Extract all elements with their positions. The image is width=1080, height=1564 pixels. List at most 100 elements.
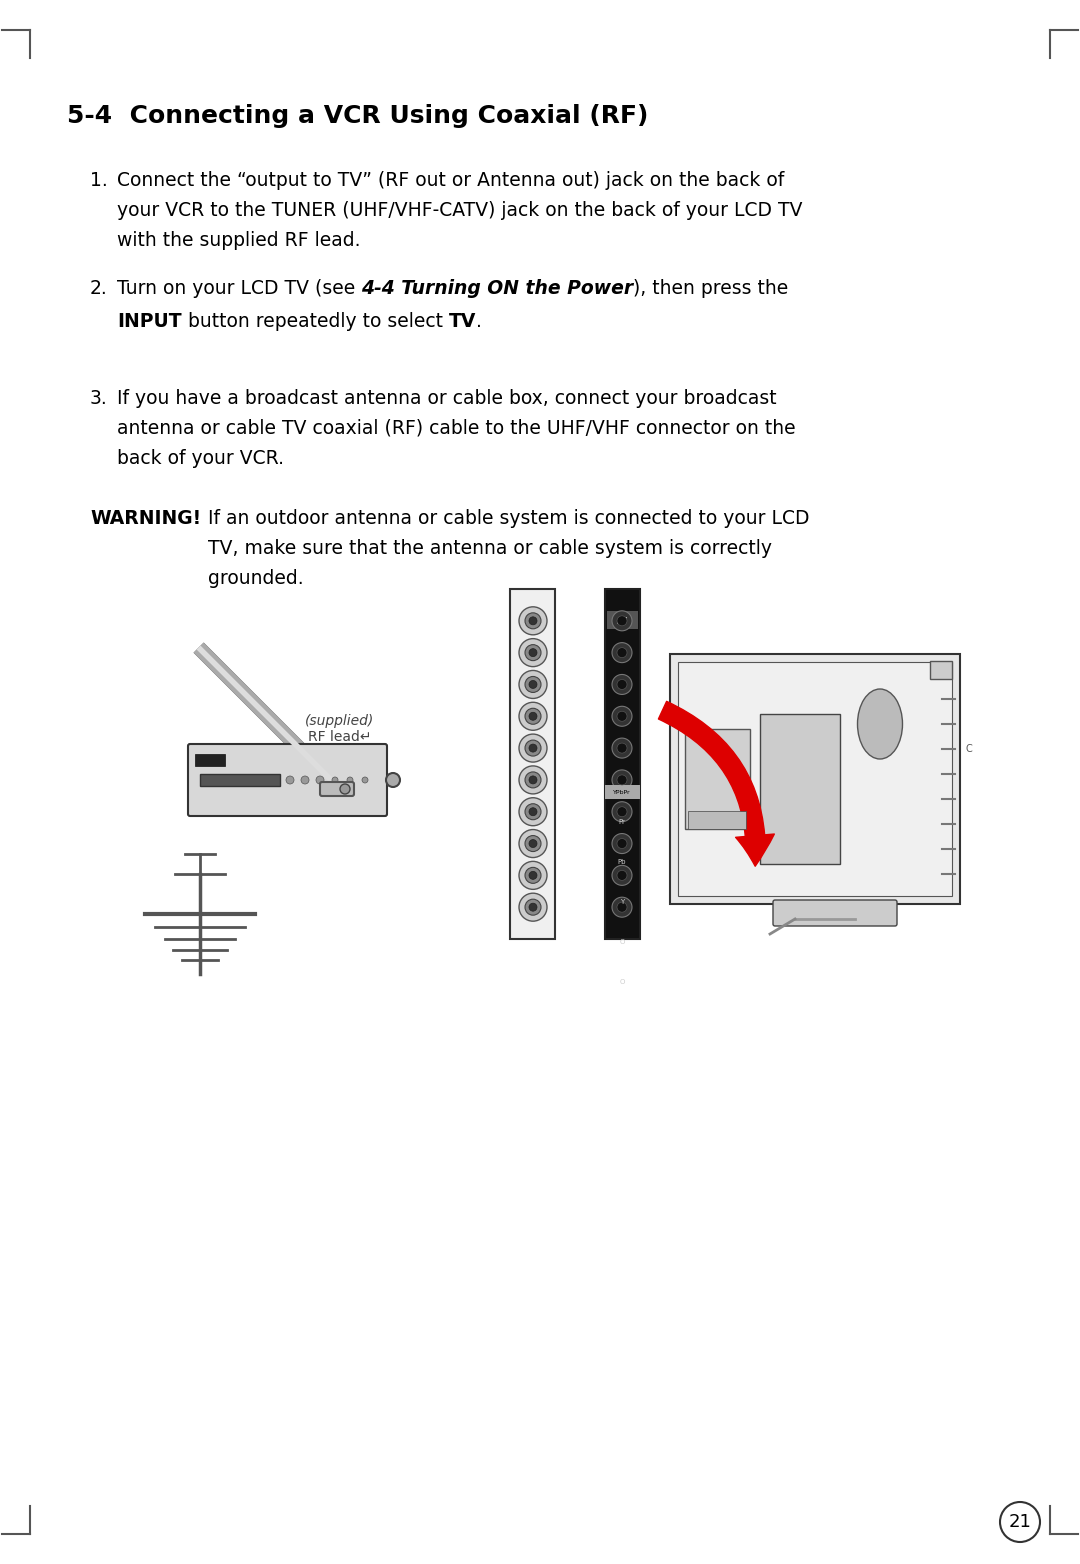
Text: AV: AV [617, 616, 627, 626]
Text: 5-4  Connecting a VCR Using Coaxial (RF): 5-4 Connecting a VCR Using Coaxial (RF) [67, 103, 648, 128]
Text: Connect the “output to TV” (RF out or Antenna out) jack on the back of: Connect the “output to TV” (RF out or An… [117, 170, 784, 189]
Circle shape [612, 674, 632, 694]
Text: Pr: Pr [619, 820, 625, 824]
Bar [510, 590, 555, 938]
Circle shape [340, 784, 350, 795]
Circle shape [529, 744, 537, 752]
Circle shape [332, 777, 338, 784]
Circle shape [1000, 1501, 1040, 1542]
Circle shape [617, 838, 627, 849]
Text: Pb: Pb [618, 859, 626, 865]
FancyBboxPatch shape [188, 744, 387, 816]
Text: 21: 21 [1009, 1512, 1031, 1531]
Text: 3.: 3. [90, 389, 108, 408]
Text: If an outdoor antenna or cable system is connected to your LCD: If an outdoor antenna or cable system is… [208, 508, 810, 529]
Bar [685, 729, 750, 829]
Text: Turn on your LCD TV (see: Turn on your LCD TV (see [117, 278, 361, 299]
Bar [930, 662, 951, 679]
Text: (supplied): (supplied) [306, 715, 375, 727]
Circle shape [519, 798, 546, 826]
Circle shape [286, 776, 294, 784]
Text: If you have a broadcast antenna or cable box, connect your broadcast: If you have a broadcast antenna or cable… [117, 389, 777, 408]
Circle shape [525, 899, 541, 915]
Ellipse shape [858, 690, 903, 759]
Circle shape [525, 740, 541, 755]
Text: 1.: 1. [90, 170, 108, 189]
Circle shape [525, 868, 541, 884]
Circle shape [612, 865, 632, 885]
Circle shape [617, 647, 627, 657]
Circle shape [612, 738, 632, 759]
Text: Y: Y [620, 899, 624, 906]
Circle shape [617, 743, 627, 754]
Circle shape [347, 777, 353, 784]
FancyBboxPatch shape [773, 899, 897, 926]
Circle shape [519, 638, 546, 666]
Circle shape [386, 773, 400, 787]
Circle shape [529, 712, 537, 721]
Text: 2.: 2. [90, 278, 108, 299]
Circle shape [529, 807, 537, 816]
Text: TV, make sure that the antenna or cable system is correctly: TV, make sure that the antenna or cable … [208, 540, 772, 558]
Text: ), then press the: ), then press the [633, 278, 788, 299]
Text: TV: TV [448, 311, 476, 332]
Bar [678, 662, 951, 896]
Text: O: O [619, 979, 624, 985]
Circle shape [525, 677, 541, 693]
Text: your VCR to the TUNER (UHF/VHF-CATV) jack on the back of your LCD TV: your VCR to the TUNER (UHF/VHF-CATV) jac… [117, 202, 802, 221]
Text: C: C [966, 744, 972, 754]
Circle shape [529, 616, 537, 626]
Circle shape [519, 766, 546, 795]
Text: grounded.: grounded. [208, 569, 303, 588]
Circle shape [301, 776, 309, 784]
Text: button repeatedly to select: button repeatedly to select [181, 311, 448, 332]
Circle shape [617, 807, 627, 816]
Circle shape [525, 804, 541, 820]
Circle shape [612, 769, 632, 790]
Text: .: . [476, 311, 482, 332]
Bar [760, 715, 840, 863]
Text: with the supplied RF lead.: with the supplied RF lead. [117, 231, 361, 250]
Circle shape [525, 773, 541, 788]
Circle shape [612, 802, 632, 821]
Circle shape [529, 871, 537, 879]
Circle shape [525, 613, 541, 629]
Text: INPUT: INPUT [117, 311, 181, 332]
Text: WARNING!: WARNING! [90, 508, 201, 529]
Text: back of your VCR.: back of your VCR. [117, 449, 284, 468]
Text: YPbPr: YPbPr [613, 790, 631, 795]
Circle shape [612, 707, 632, 726]
Circle shape [612, 643, 632, 663]
FancyBboxPatch shape [320, 782, 354, 796]
FancyArrowPatch shape [659, 701, 774, 866]
Text: antenna or cable TV coaxial (RF) cable to the UHF/VHF connector on the: antenna or cable TV coaxial (RF) cable t… [117, 419, 796, 438]
Circle shape [519, 702, 546, 730]
Bar [200, 774, 280, 787]
Bar [670, 654, 960, 904]
Circle shape [525, 835, 541, 851]
Circle shape [612, 834, 632, 854]
Circle shape [529, 680, 537, 688]
Circle shape [617, 679, 627, 690]
Circle shape [529, 902, 537, 912]
Circle shape [519, 862, 546, 890]
Circle shape [617, 870, 627, 881]
Bar [605, 590, 640, 938]
Circle shape [519, 671, 546, 699]
Circle shape [617, 616, 627, 626]
Circle shape [529, 649, 537, 657]
Text: RF lead↵: RF lead↵ [308, 730, 372, 744]
Bar [607, 612, 638, 629]
Circle shape [519, 607, 546, 635]
Bar [605, 785, 640, 799]
Circle shape [525, 644, 541, 660]
Circle shape [525, 708, 541, 724]
Circle shape [529, 840, 537, 848]
Circle shape [519, 734, 546, 762]
Circle shape [519, 829, 546, 857]
Circle shape [617, 774, 627, 785]
Circle shape [617, 902, 627, 912]
Text: O: O [619, 938, 624, 945]
Circle shape [519, 893, 546, 921]
Text: 4-4 Turning ON the Power: 4-4 Turning ON the Power [361, 278, 633, 299]
